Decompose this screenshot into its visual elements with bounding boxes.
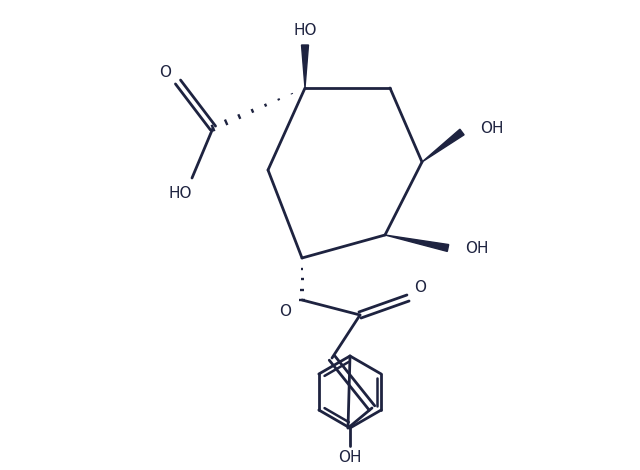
Text: OH: OH: [465, 241, 488, 256]
Polygon shape: [422, 129, 464, 162]
Text: HO: HO: [293, 23, 317, 38]
Text: O: O: [279, 305, 291, 320]
Polygon shape: [301, 45, 308, 88]
Text: OH: OH: [339, 451, 362, 465]
Polygon shape: [385, 235, 449, 251]
Text: O: O: [414, 281, 426, 296]
Text: OH: OH: [480, 120, 504, 135]
Text: HO: HO: [168, 186, 192, 201]
Text: O: O: [159, 64, 171, 79]
